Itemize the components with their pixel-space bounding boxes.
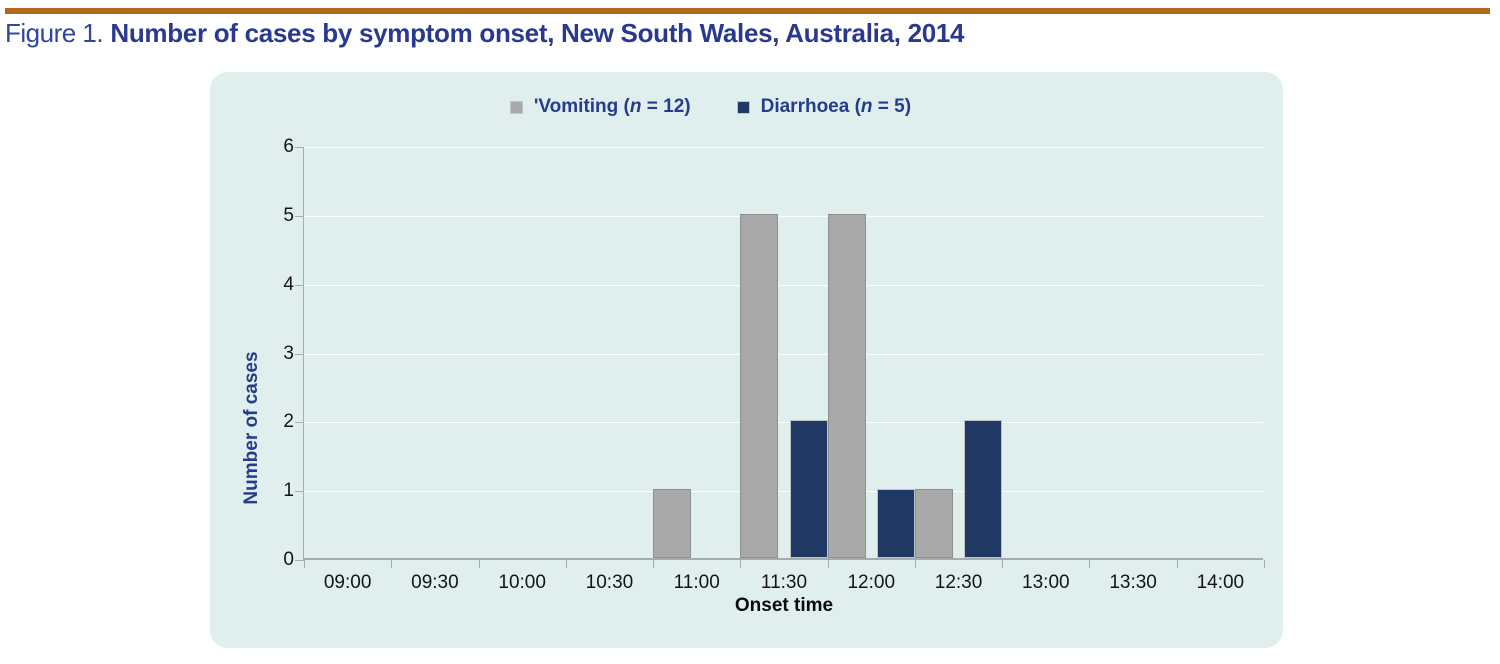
bar-diarrhoea (964, 420, 1003, 558)
x-axis-tick (827, 560, 829, 568)
gridline (304, 284, 1263, 286)
x-axis-tick (914, 560, 916, 568)
x-tick-label: 10:30 (585, 572, 634, 593)
x-axis-tick (740, 560, 742, 568)
x-axis-title: Onset time (734, 595, 834, 616)
orange-divider-rule (5, 8, 1490, 14)
x-tick-label: 10:00 (498, 572, 546, 593)
bar-vomiting (740, 213, 779, 558)
x-axis-tick (304, 560, 305, 568)
y-axis-tick (295, 147, 304, 148)
x-tick-label: 11:00 (673, 572, 720, 593)
bar-diarrhoea (789, 420, 828, 558)
y-axis-tick (295, 215, 304, 217)
gridline (304, 491, 1263, 493)
vomiting-swatch-icon (509, 100, 523, 114)
x-tick-label: 13:00 (1022, 572, 1070, 593)
x-tick-label: 12:00 (847, 572, 896, 593)
x-axis-tick (1264, 560, 1265, 568)
x-axis-tick (391, 560, 393, 568)
y-tick-label: 4 (283, 273, 294, 295)
x-tick-label: 13:30 (1109, 572, 1157, 593)
x-axis-tick (653, 560, 655, 568)
x-tick-label: 14:00 (1196, 572, 1245, 593)
y-tick-label: 3 (283, 342, 294, 364)
x-axis-tick (1176, 560, 1178, 568)
gridline (304, 353, 1263, 355)
bar-vomiting (914, 489, 953, 558)
figure-title-text: Number of cases by symptom onset, New So… (110, 18, 965, 48)
y-tick-label: 1 (283, 480, 294, 502)
bar-vomiting (827, 213, 866, 558)
y-axis-tick (295, 560, 304, 561)
legend-label-vomiting: 'Vomiting (n = 12) (533, 96, 691, 117)
x-axis-tick (1002, 560, 1004, 568)
y-tick-label: 6 (283, 136, 294, 157)
y-axis-tick (295, 353, 304, 355)
x-axis-tick (565, 560, 567, 568)
legend-label-diarrhoea: Diarrhoea (n = 5) (760, 96, 912, 117)
bar-diarrhoea (876, 489, 915, 558)
gridline (304, 215, 1263, 217)
legend-item-vomiting: 'Vomiting (n = 12) (509, 96, 691, 118)
x-tick-label: 11:30 (760, 572, 808, 593)
chart-legend: 'Vomiting (n = 12) Diarrhoea (n = 5) (174, 96, 1247, 118)
x-axis-tick (1089, 560, 1091, 568)
x-axis-tick (478, 560, 480, 568)
x-tick-label: 12:30 (934, 572, 983, 593)
y-axis-tick (295, 422, 304, 424)
gridline (304, 422, 1263, 424)
x-tick-label: 09:00 (323, 572, 372, 593)
y-tick-label: 2 (283, 411, 294, 433)
y-axis-tick (295, 284, 304, 286)
plot-area: Number of cases Onset time 0 1 2 3 4 5 6 09:00 0… (241, 136, 1265, 616)
gridline (304, 147, 1263, 148)
figure-title: Figure 1. Number of cases by symptom ons… (5, 18, 1485, 49)
x-tick-label: 09:30 (411, 572, 459, 593)
y-axis-tick (295, 491, 304, 493)
bar-vomiting (653, 489, 692, 558)
figure-label: Figure 1. (5, 18, 104, 48)
legend-item-diarrhoea: Diarrhoea (n = 5) (736, 96, 912, 118)
diarrhoea-swatch-icon (736, 100, 750, 114)
chart-panel: 'Vomiting (n = 12) Diarrhoea (n = 5) Num… (210, 72, 1283, 648)
y-tick-label: 0 (283, 549, 294, 570)
y-tick-label: 5 (283, 204, 294, 226)
